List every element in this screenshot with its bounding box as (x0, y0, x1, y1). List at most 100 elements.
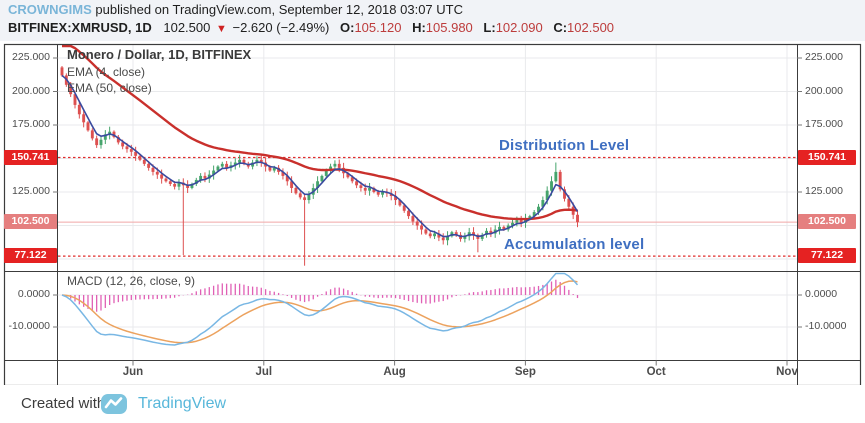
macd-line (61, 272, 579, 346)
open-value: 105.120 (354, 20, 402, 35)
candle-body (95, 138, 99, 146)
candle-body (511, 222, 514, 226)
low-value: 102.090 (495, 20, 543, 35)
candle-body (411, 216, 415, 222)
candle-body (134, 151, 138, 156)
candle-body (515, 220, 519, 223)
open-label: O: (339, 20, 355, 35)
header: CROWNGIMS published on TradingView.com, … (0, 0, 865, 41)
macd-tick-label-left: 0.0000 (17, 288, 50, 300)
candle-body (164, 178, 168, 182)
candle-body (558, 171, 562, 190)
candle-body (103, 134, 107, 140)
candle-body (86, 122, 90, 131)
month-label-aug: Aug (383, 366, 406, 378)
candle-body (199, 175, 203, 180)
candle-body (238, 159, 242, 163)
candle-body (550, 181, 553, 191)
low-label: L: (483, 20, 496, 35)
byline-text: published on TradingView.com, September … (91, 2, 463, 17)
close-value: 102.500 (567, 20, 615, 35)
price-tick-label-left: 225.000 (12, 51, 50, 63)
candle-body (303, 197, 307, 201)
candle-body (454, 232, 458, 235)
month-label-oct: Oct (646, 366, 666, 378)
candle-body (173, 183, 177, 187)
candle-body (155, 171, 159, 175)
candle-body (485, 230, 488, 235)
candle-body (125, 146, 129, 150)
symbol-name: BITFINEX:XMRUSD, 1D (8, 20, 152, 35)
candle-body (69, 84, 73, 95)
candle-body (160, 174, 164, 179)
tradingview-link[interactable]: TradingView (138, 395, 227, 412)
candle-body (320, 175, 324, 182)
candle-body (537, 206, 540, 213)
candle-body (121, 142, 125, 147)
candle-body (437, 233, 441, 238)
candle-body (398, 200, 402, 206)
price-tick-label-right: 125.000 (805, 185, 843, 197)
accumulation-level-label[interactable]: Accumulation level (504, 236, 645, 253)
candle-body (147, 163, 151, 168)
candle-body (142, 159, 146, 164)
candle-body (394, 196, 398, 201)
price-tick-label-right: 175.000 (805, 118, 843, 130)
candle-body (73, 94, 77, 105)
candle-body (151, 167, 155, 172)
candle-body (90, 130, 94, 139)
price-level-badge-right: 150.741 (798, 149, 856, 165)
ema-fast-line (61, 74, 579, 238)
candle-body (363, 187, 367, 191)
candle-body (82, 114, 86, 123)
candle-body (298, 193, 302, 198)
candle-body (186, 185, 190, 188)
candle-body (168, 181, 172, 184)
candle-body (242, 159, 246, 164)
candle-body (346, 173, 350, 178)
month-label-nov: Nov (776, 366, 798, 378)
author-link[interactable]: CROWNGIMS (8, 2, 92, 17)
candle-body (372, 187, 376, 192)
candle-body (233, 162, 237, 166)
high-label: H: (412, 20, 426, 35)
price-tick-label-left: 175.000 (12, 118, 50, 130)
candle-body (316, 181, 320, 188)
candle-body (554, 171, 558, 182)
month-label-jun: Jun (122, 366, 144, 378)
macd-tick-label-right: 0.0000 (805, 288, 838, 300)
candle-body (532, 212, 536, 217)
candle-body (355, 181, 359, 186)
month-label-jul: Jul (255, 366, 273, 378)
candle-body (268, 166, 272, 171)
candle-body (402, 205, 406, 211)
candle-body (285, 175, 289, 182)
down-triangle-icon: ▼ (215, 23, 227, 35)
candle-body (498, 226, 501, 230)
high-value: 105.980 (425, 20, 473, 35)
candle-body (528, 216, 532, 219)
footer: Created with TradingView (0, 385, 865, 423)
candle-body (99, 139, 103, 146)
candle-body (255, 159, 259, 163)
tradingview-logo-icon[interactable] (100, 392, 128, 416)
candle-body (216, 166, 220, 171)
price-tick-label-right: 225.000 (805, 51, 843, 63)
candle-body (441, 237, 445, 241)
price-level-badge-left: 102.500 (4, 214, 57, 230)
candle-body (212, 170, 216, 175)
candle-body (337, 163, 341, 168)
candle-body (329, 166, 333, 171)
candle-body (359, 185, 363, 188)
candle-body (129, 149, 133, 152)
candle-body (480, 234, 484, 239)
candle-body (190, 183, 194, 188)
candle-body (294, 187, 298, 194)
candle-body (381, 192, 385, 195)
distribution-level-label[interactable]: Distribution Level (499, 137, 630, 154)
candle-body (428, 233, 432, 237)
candle-body (307, 194, 311, 201)
price-tick-label-right: 200.000 (805, 84, 843, 97)
